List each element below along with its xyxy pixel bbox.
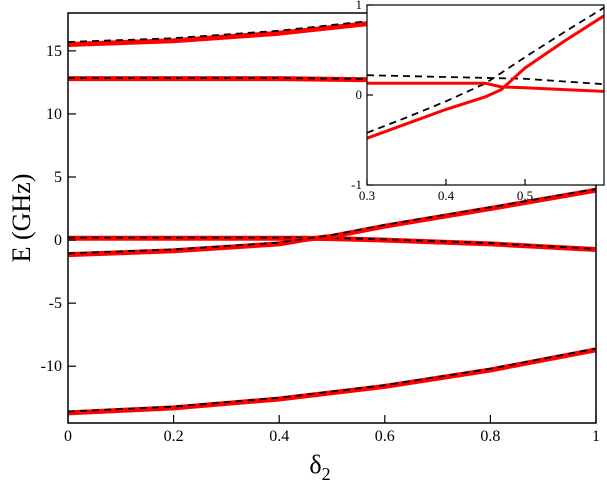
main-xtick-label: 0.4 — [269, 428, 289, 445]
inset-xtick-label: 0.5 — [517, 188, 533, 203]
inset-y-ticks: -1 0 1 — [351, 0, 373, 192]
inset-x-ticks: 0.3 0.4 0.5 — [359, 179, 533, 203]
inset-series-3-solid — [367, 81, 604, 93]
inset-series-0-dashed — [367, 6, 604, 134]
inset-ytick-label: -1 — [351, 177, 362, 192]
main-series-6-solid — [68, 187, 596, 258]
main-xtick-label: 0 — [64, 428, 72, 445]
main-xtick-label: 0.6 — [375, 428, 395, 445]
main-ytick-label: 10 — [46, 106, 62, 123]
main-xlabel-subscript: 2 — [322, 464, 331, 484]
main-series-group — [68, 13, 596, 416]
main-xlabel: δ2 — [309, 450, 330, 484]
main-ytick-label: 0 — [54, 232, 62, 249]
main-xtick-label: 1 — [592, 428, 600, 445]
main-ytick-label: -10 — [41, 358, 62, 375]
inset-plot: 0.3 0.4 0.5 -1 0 1 — [351, 0, 605, 203]
main-plot-frame — [67, 12, 597, 424]
main-ytick-label: -5 — [49, 295, 62, 312]
main-ylabel: E (GHz) — [7, 174, 36, 263]
main-series-8-solid — [68, 347, 596, 416]
inset-series-group — [367, 6, 604, 140]
main-series-3-dashed — [68, 77, 385, 81]
main-series-9-dashed — [68, 347, 596, 413]
inset-xtick-label: 0.3 — [359, 188, 375, 203]
main-ytick-label: 15 — [46, 43, 62, 60]
main-y-ticks: -10 -5 0 5 10 15 — [41, 43, 76, 375]
inset-series-1-dashed — [367, 74, 604, 86]
main-x-ticks: 0 0.2 0.4 0.6 0.8 1 — [64, 415, 600, 445]
main-series-5-dashed — [68, 236, 596, 250]
inset-series-2-solid — [367, 14, 604, 140]
main-xtick-label: 0.8 — [480, 428, 500, 445]
main-xtick-label: 0.2 — [164, 428, 184, 445]
inset-background — [367, 5, 604, 185]
inset-ytick-label: 0 — [356, 87, 363, 102]
main-ytick-label: 5 — [54, 169, 62, 186]
inset-xtick-label: 0.4 — [438, 188, 455, 203]
main-series-7-dashed — [68, 188, 596, 255]
main-xlabel-symbol: δ — [309, 450, 321, 479]
inset-ytick-label: 1 — [356, 0, 363, 12]
